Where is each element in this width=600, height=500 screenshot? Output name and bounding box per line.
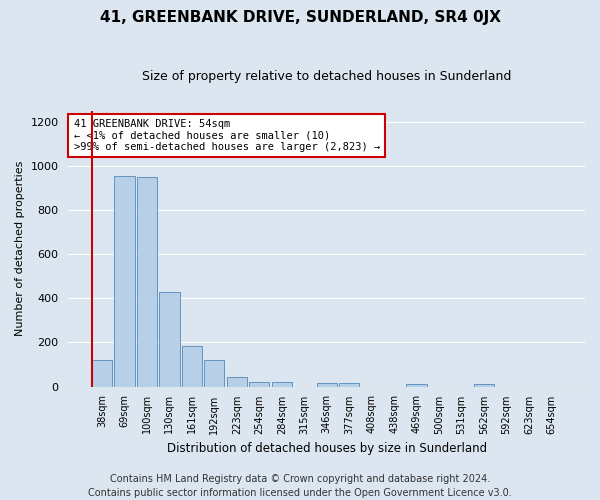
Text: Contains HM Land Registry data © Crown copyright and database right 2024.
Contai: Contains HM Land Registry data © Crown c…: [88, 474, 512, 498]
Bar: [137, 177, 157, 386]
Bar: [272, 382, 292, 386]
Bar: [406, 384, 427, 386]
Bar: [115, 176, 134, 386]
Text: 41 GREENBANK DRIVE: 54sqm
← <1% of detached houses are smaller (10)
>99% of semi: 41 GREENBANK DRIVE: 54sqm ← <1% of detac…: [74, 119, 380, 152]
Bar: [227, 376, 247, 386]
Bar: [92, 360, 112, 386]
Y-axis label: Number of detached properties: Number of detached properties: [15, 161, 25, 336]
Bar: [339, 382, 359, 386]
X-axis label: Distribution of detached houses by size in Sunderland: Distribution of detached houses by size …: [167, 442, 487, 455]
Title: Size of property relative to detached houses in Sunderland: Size of property relative to detached ho…: [142, 70, 511, 83]
Bar: [249, 382, 269, 386]
Text: 41, GREENBANK DRIVE, SUNDERLAND, SR4 0JX: 41, GREENBANK DRIVE, SUNDERLAND, SR4 0JX: [100, 10, 500, 25]
Bar: [159, 292, 179, 386]
Bar: [204, 360, 224, 386]
Bar: [474, 384, 494, 386]
Bar: [317, 382, 337, 386]
Bar: [182, 346, 202, 387]
